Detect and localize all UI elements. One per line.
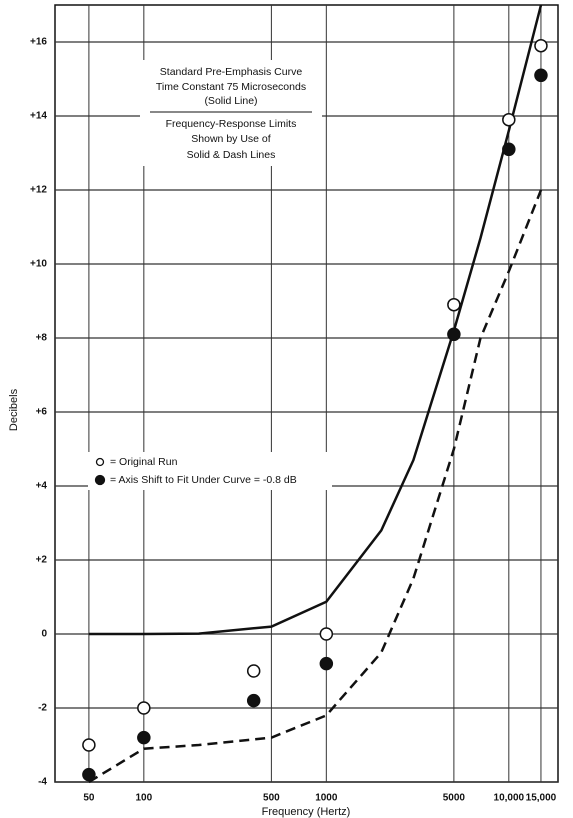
data-point [319, 627, 334, 641]
legend: = Original Run = Axis Shift to Fit Under … [94, 456, 297, 486]
data-point [137, 701, 151, 715]
data-point [502, 142, 516, 157]
y-tick-label: +2 [36, 555, 48, 566]
y-tick-label: 0 [41, 629, 47, 640]
x-tick-label: 100 [135, 793, 152, 804]
x-tick-label: 1000 [315, 793, 338, 804]
data-point [246, 693, 261, 708]
note: Solid & Dash Lines [187, 149, 276, 161]
x-tick-label: 500 [263, 793, 280, 804]
data-point [246, 664, 261, 678]
y-tick-label: +8 [36, 333, 48, 344]
marks [82, 4, 548, 784]
note: (Solid Line) [204, 95, 257, 107]
y-tick-label: +4 [36, 481, 48, 492]
data-point [534, 38, 548, 53]
y-tick-label: +16 [30, 37, 47, 48]
legend-label: = Axis Shift to Fit Under Curve = -0.8 d… [110, 474, 297, 486]
curve [88, 189, 543, 784]
note: Standard Pre-Emphasis Curve [160, 66, 303, 78]
note: Time Constant 75 Microseconds [156, 81, 306, 93]
x-axis-label: Frequency (Hertz) [262, 806, 351, 818]
legend-marker [94, 474, 106, 486]
data-point [447, 327, 461, 342]
data-point [502, 112, 516, 127]
x-tick-label: 10,000 [494, 793, 525, 804]
legend-box [88, 452, 332, 490]
y-tick-label: +12 [30, 185, 47, 196]
legend-marker [95, 457, 105, 467]
x-tick-label: 15,000 [526, 793, 557, 804]
data-point [82, 767, 96, 782]
y-tick-label: +6 [36, 407, 48, 418]
note-box [140, 60, 322, 166]
y-tick-label: +10 [30, 259, 47, 270]
x-tick-label: 50 [83, 793, 95, 804]
y-tick-label: -2 [38, 703, 47, 714]
x-tick-label: 5000 [443, 793, 466, 804]
curve [88, 4, 543, 636]
data-point [82, 738, 96, 752]
y-axis-label: Decibels [8, 388, 20, 431]
y-tick-label: +14 [30, 111, 47, 122]
note: Frequency-Response Limits [166, 118, 297, 130]
data-point [319, 656, 334, 671]
y-tick-label: -4 [38, 777, 47, 788]
data-point [447, 297, 461, 312]
note: Shown by Use of [191, 133, 270, 145]
legend-label: = Original Run [110, 456, 178, 468]
data-point [137, 730, 151, 745]
data-point [534, 68, 548, 83]
